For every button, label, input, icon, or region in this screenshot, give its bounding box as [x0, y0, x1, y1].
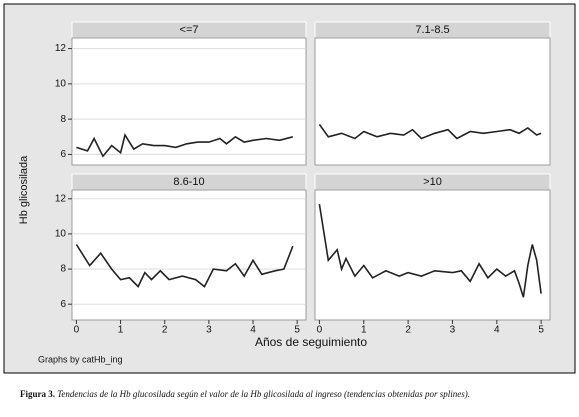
y-tick-label: 6 [60, 299, 66, 310]
y-tick-label: 12 [55, 43, 67, 54]
plot-area [314, 189, 551, 321]
panel-title: 8.6-10 [173, 176, 204, 188]
caption-label: Figura 3. [20, 389, 55, 399]
panel-title: >10 [423, 176, 442, 188]
y-axis-title: Hb glicosilada [18, 155, 30, 224]
y-tick-label: 8 [60, 264, 66, 275]
series-line [318, 203, 542, 298]
series-line [75, 244, 294, 288]
x-tick-label: 3 [450, 325, 456, 336]
caption-text: Tendencias de la Hb glucosilada según el… [57, 389, 470, 399]
x-tick-label: 1 [361, 325, 367, 336]
y-tick-label: 10 [55, 229, 67, 240]
plot-area [71, 189, 307, 321]
y-tick-label: 10 [55, 79, 67, 90]
x-tick-label: 4 [250, 325, 256, 336]
x-tick-label: 3 [206, 325, 212, 336]
note: Graphs by catHb_ing [38, 354, 123, 364]
x-tick-label: 5 [538, 325, 544, 336]
x-tick-label: 2 [162, 325, 168, 336]
series-line [318, 123, 542, 140]
x-tick-label: 4 [494, 325, 500, 336]
series-line [76, 132, 294, 158]
panel-title: <=7 [180, 24, 199, 36]
x-tick-label: 2 [405, 325, 411, 336]
x-tick-label: 0 [74, 325, 80, 336]
y-tick-label: 6 [60, 149, 66, 160]
panel-title: 7.1-8.5 [415, 24, 449, 36]
x-tick-label: 5 [294, 325, 300, 336]
y-tick-label: 12 [55, 193, 67, 204]
plot-area [71, 37, 307, 166]
y-tick-label: 8 [60, 114, 66, 125]
caption: Figura 3. Tendencias de la Hb glucosilad… [20, 389, 470, 399]
plot-area [314, 37, 551, 166]
x-tick-label: 1 [118, 325, 124, 336]
x-tick-label: 0 [317, 325, 323, 336]
x-axis-title: Años de seguimiento [255, 335, 367, 349]
